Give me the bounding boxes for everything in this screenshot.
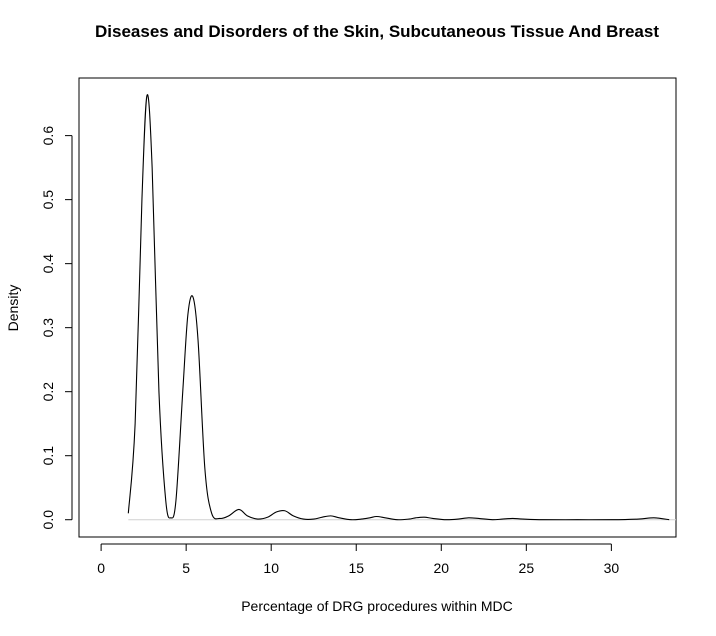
y-tick-label: 0.4	[40, 254, 56, 274]
y-tick-label: 0.2	[40, 382, 56, 402]
y-tick-label: 0.1	[40, 446, 56, 466]
chart-title: Diseases and Disorders of the Skin, Subc…	[95, 22, 659, 41]
y-tick-label: 0.0	[40, 510, 56, 530]
y-axis: 0.0 0.1 0.2 0.3 0.4 0.5 0.6	[40, 126, 73, 530]
x-axis: 0 5 10 15 20 25 30	[97, 543, 620, 576]
plot-frame	[78, 77, 677, 538]
x-tick-label: 25	[519, 560, 535, 576]
y-tick-label: 0.6	[40, 126, 56, 146]
density-line	[127, 94, 670, 521]
x-tick-label: 20	[433, 560, 449, 576]
x-axis-label: Percentage of DRG procedures within MDC	[241, 598, 513, 614]
y-axis-label: Density	[5, 285, 21, 332]
x-tick-label: 30	[604, 560, 620, 576]
y-tick-label: 0.3	[40, 318, 56, 338]
x-tick-label: 0	[97, 560, 105, 576]
y-tick-label: 0.5	[40, 190, 56, 210]
x-tick-label: 10	[263, 560, 279, 576]
x-tick-label: 15	[348, 560, 364, 576]
x-tick-label: 5	[182, 560, 190, 576]
